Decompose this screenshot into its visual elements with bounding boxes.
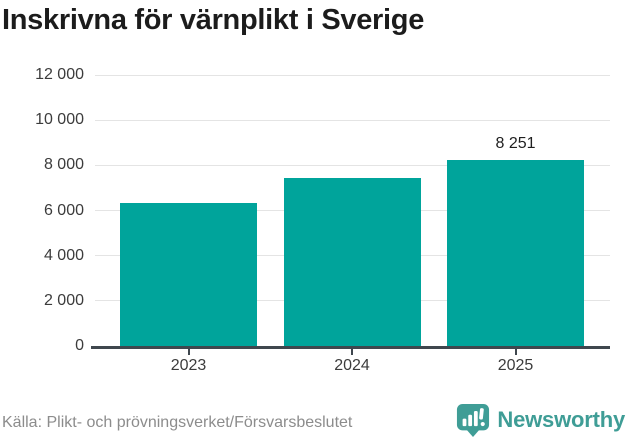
x-tick-2023: [187, 348, 190, 355]
y-gridline-10000: [95, 119, 610, 121]
newsworthy-wordmark: Newsworthy: [497, 407, 625, 432]
chart-title: Inskrivna för värnplikt i Sverige: [2, 4, 425, 36]
bar-2025: [447, 159, 584, 346]
x-tick-2025: [514, 348, 517, 355]
y-axis-label-4000: 4 000: [43, 246, 84, 264]
y-gridline-12000: [95, 74, 610, 76]
y-axis-label-12000: 12 000: [35, 66, 84, 83]
y-gridline-8000: [95, 164, 610, 166]
y-axis-label-6000: 6 000: [43, 201, 84, 219]
newsworthy-speech-bubble-chart-icon: [457, 403, 490, 437]
x-axis-label-2023: 2023: [170, 357, 207, 374]
bar-2024: [283, 177, 421, 346]
x-tick-2024: [351, 348, 353, 355]
y-axis-label-0: 0: [75, 337, 84, 354]
x-axis-label-2024: 2024: [334, 357, 370, 374]
y-axis-label-2000: 2 000: [43, 291, 84, 309]
x-axis-line: [91, 346, 610, 349]
x-axis-label-2025: 2025: [497, 357, 534, 374]
source-note: Källa: Plikt- och prövningsverket/Försva…: [2, 414, 353, 431]
bar-2023: [120, 202, 257, 346]
bar-value-label-2025: 8 251: [495, 134, 536, 152]
y-axis-label-10000: 10 000: [35, 111, 84, 129]
newsworthy-logo: Newsworthy: [456, 403, 625, 437]
y-axis-label-8000: 8 000: [43, 156, 84, 174]
